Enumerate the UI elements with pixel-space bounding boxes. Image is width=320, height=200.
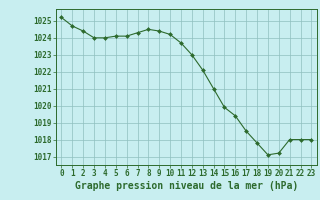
X-axis label: Graphe pression niveau de la mer (hPa): Graphe pression niveau de la mer (hPa) bbox=[75, 181, 298, 191]
